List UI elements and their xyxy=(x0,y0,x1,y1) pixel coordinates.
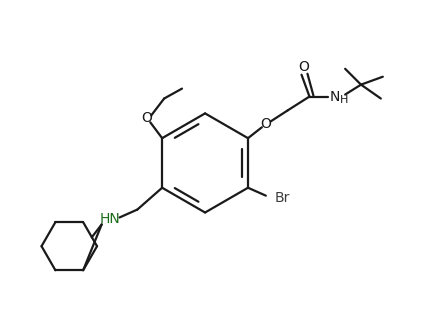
Text: O: O xyxy=(298,60,309,74)
Text: Br: Br xyxy=(275,191,290,205)
Text: H: H xyxy=(340,94,348,105)
Text: O: O xyxy=(260,117,271,131)
Text: O: O xyxy=(141,111,152,125)
Text: N: N xyxy=(330,89,340,104)
Text: HN: HN xyxy=(99,212,120,227)
